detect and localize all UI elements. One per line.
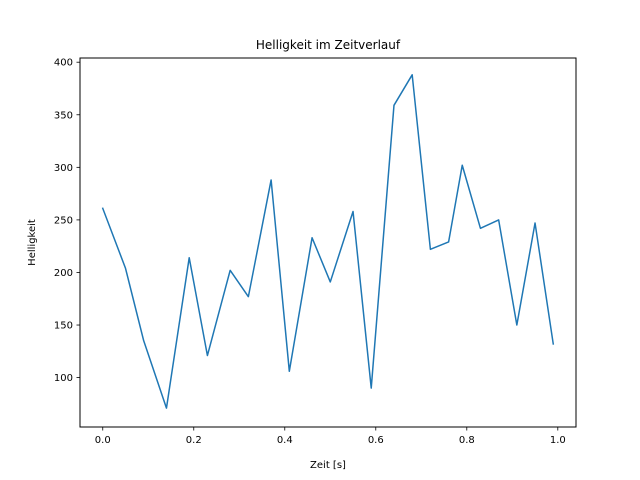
y-tick-label: 150 [54, 321, 73, 332]
x-tick-label: 0.4 [277, 435, 293, 446]
y-tick-label: 300 [54, 163, 73, 174]
x-axis: 0.0 0.2 0.4 0.6 0.8 1.0 [95, 427, 566, 446]
x-tick-label: 1.0 [550, 435, 566, 446]
y-tick-label: 400 [54, 58, 73, 69]
chart-title: Helligkeit im Zeitverlauf [256, 38, 401, 52]
x-tick-label: 0.2 [186, 435, 202, 446]
y-axis-label: Helligkeit [27, 219, 38, 266]
y-tick-label: 200 [54, 268, 73, 279]
x-tick-label: 0.6 [368, 435, 384, 446]
axes-frame [79, 57, 577, 428]
y-axis: 100 150 200 250 300 350 400 [54, 58, 80, 384]
y-tick-label: 350 [54, 110, 73, 121]
plot-area [101, 74, 555, 409]
x-tick-label: 0.0 [95, 435, 111, 446]
x-tick-label: 0.8 [459, 435, 475, 446]
y-tick-label: 250 [54, 215, 73, 226]
y-tick-label: 100 [54, 373, 73, 384]
series-line [101, 74, 555, 409]
x-axis-label: Zeit [s] [310, 460, 346, 471]
